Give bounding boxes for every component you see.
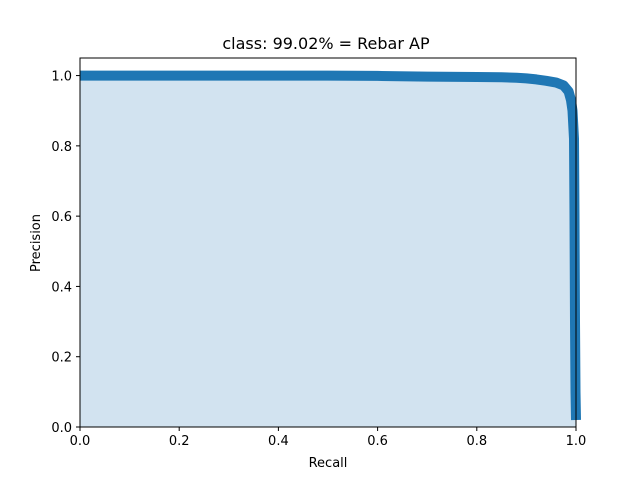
chart-title: class: 99.02% = Rebar AP: [222, 34, 430, 53]
y-tick-label: 0.4: [51, 280, 72, 295]
x-axis-label: Recall: [309, 456, 348, 471]
x-tick-label: 0.8: [466, 434, 487, 449]
y-axis-label: Precision: [29, 214, 44, 272]
y-tick-label: 0.2: [51, 351, 72, 366]
x-axis-ticks: 0.0 0.2 0.4 0.6 0.8 1.0: [70, 427, 587, 449]
x-tick-label: 0.6: [367, 434, 388, 449]
x-tick-label: 0.0: [70, 434, 91, 449]
plot-area: [80, 70, 581, 427]
y-tick-label: 0.0: [51, 421, 72, 436]
x-tick-label: 1.0: [566, 434, 587, 449]
x-tick-label: 0.2: [169, 434, 190, 449]
precision-area-fill: [80, 75, 576, 427]
precision-recall-curve: [80, 70, 581, 421]
y-axis-ticks: 0.0 0.2 0.4 0.6 0.8 1.0: [51, 70, 80, 436]
y-tick-label: 0.6: [51, 210, 72, 225]
axes-frame: [79, 57, 577, 428]
y-tick-label: 1.0: [51, 70, 72, 85]
x-tick-label: 0.4: [268, 434, 289, 449]
y-tick-label: 0.8: [51, 140, 72, 155]
